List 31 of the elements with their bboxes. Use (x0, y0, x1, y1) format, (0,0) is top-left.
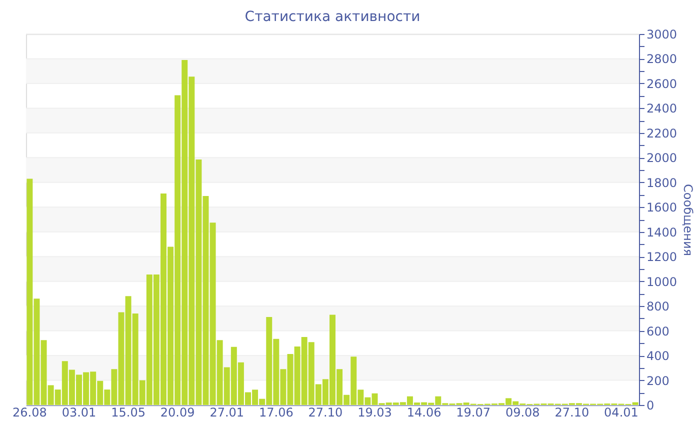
y-tick-label: 400 (646, 349, 670, 364)
y-tick-label: 2600 (646, 76, 678, 91)
y-tick-label: 1800 (646, 176, 678, 190)
x-tick-label: 20.09 (160, 406, 195, 420)
y-tick-label: 2200 (646, 126, 678, 140)
y-tick-label: 3000 (646, 28, 678, 42)
y-tick-label: 1000 (646, 274, 678, 289)
x-tick-label: 19.07 (456, 406, 491, 420)
x-tick-label: 15.05 (111, 406, 146, 420)
x-tick-label: 17.06 (258, 406, 294, 420)
x-tick-label: 27.01 (210, 406, 244, 420)
y-tick-label: 600 (646, 324, 670, 338)
y-tick-label: 2800 (646, 52, 678, 66)
y-tick-label: 1600 (646, 200, 678, 215)
y-tick-label: 1200 (646, 250, 678, 264)
chart-title: Статистика активности (244, 9, 420, 25)
x-tick-label: 27.10 (308, 406, 343, 420)
x-tick-label: 27.10 (554, 406, 590, 420)
y-tick-label: 1400 (646, 225, 678, 240)
x-tick-label: 04.01 (604, 406, 638, 420)
y-tick-label: 0 (646, 398, 654, 412)
y-axis-title: Сообщения (681, 184, 696, 256)
y-tick-label: 2400 (646, 102, 678, 116)
x-tick-label: 03.01 (62, 406, 96, 420)
y-tick-label: 2000 (646, 151, 678, 166)
x-tick-label: 26.08 (12, 406, 47, 420)
x-tick-label: 14.06 (406, 406, 442, 420)
y-tick-label: 200 (646, 374, 670, 388)
y-tick-label: 800 (646, 300, 670, 314)
x-tick-label: 09.08 (505, 406, 540, 420)
x-tick-label: 19.03 (358, 406, 392, 420)
